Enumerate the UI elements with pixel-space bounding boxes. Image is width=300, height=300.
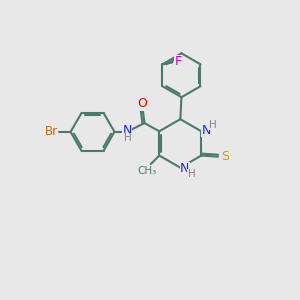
Text: Br: Br xyxy=(44,125,58,138)
Text: CH₃: CH₃ xyxy=(137,166,157,176)
Text: F: F xyxy=(175,56,182,68)
Text: O: O xyxy=(138,97,148,110)
Text: H: H xyxy=(188,169,196,179)
Text: N: N xyxy=(201,124,211,136)
Text: H: H xyxy=(209,120,217,130)
Text: N: N xyxy=(122,124,132,137)
Text: N: N xyxy=(180,162,190,175)
Text: S: S xyxy=(221,150,229,163)
Text: H: H xyxy=(124,133,132,143)
